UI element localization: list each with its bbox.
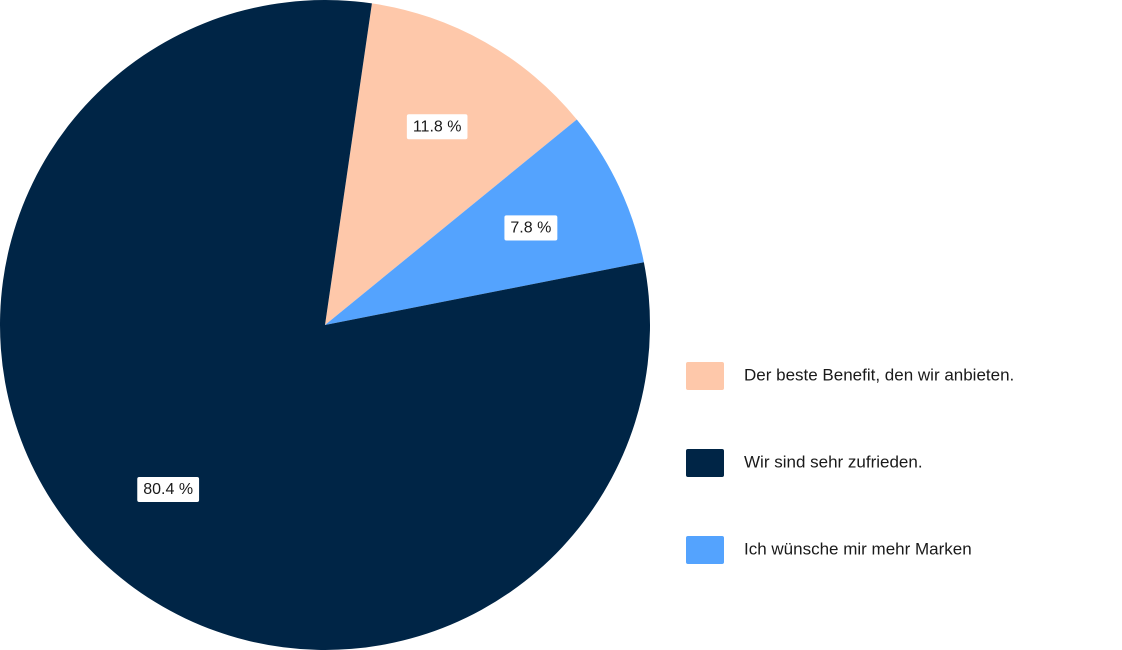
value-label: 80.4 % [143,481,193,498]
value-label-bg [137,477,200,503]
value-label-bg [504,215,558,241]
legend-label: Ich wünsche mir mehr Marken [744,539,972,558]
pie-slice [325,119,644,326]
legend-label: Der beste Benefit, den wir anbieten. [744,365,1014,384]
legend-swatch [686,449,724,477]
value-label: 7.8 % [510,219,551,236]
pie-slice [325,3,577,326]
value-label: 11.8 % [413,118,462,135]
legend-label: Wir sind sehr zufrieden. [744,452,923,471]
value-label-bg [406,114,468,140]
legend-swatch [686,362,724,390]
legend-swatch [686,536,724,564]
